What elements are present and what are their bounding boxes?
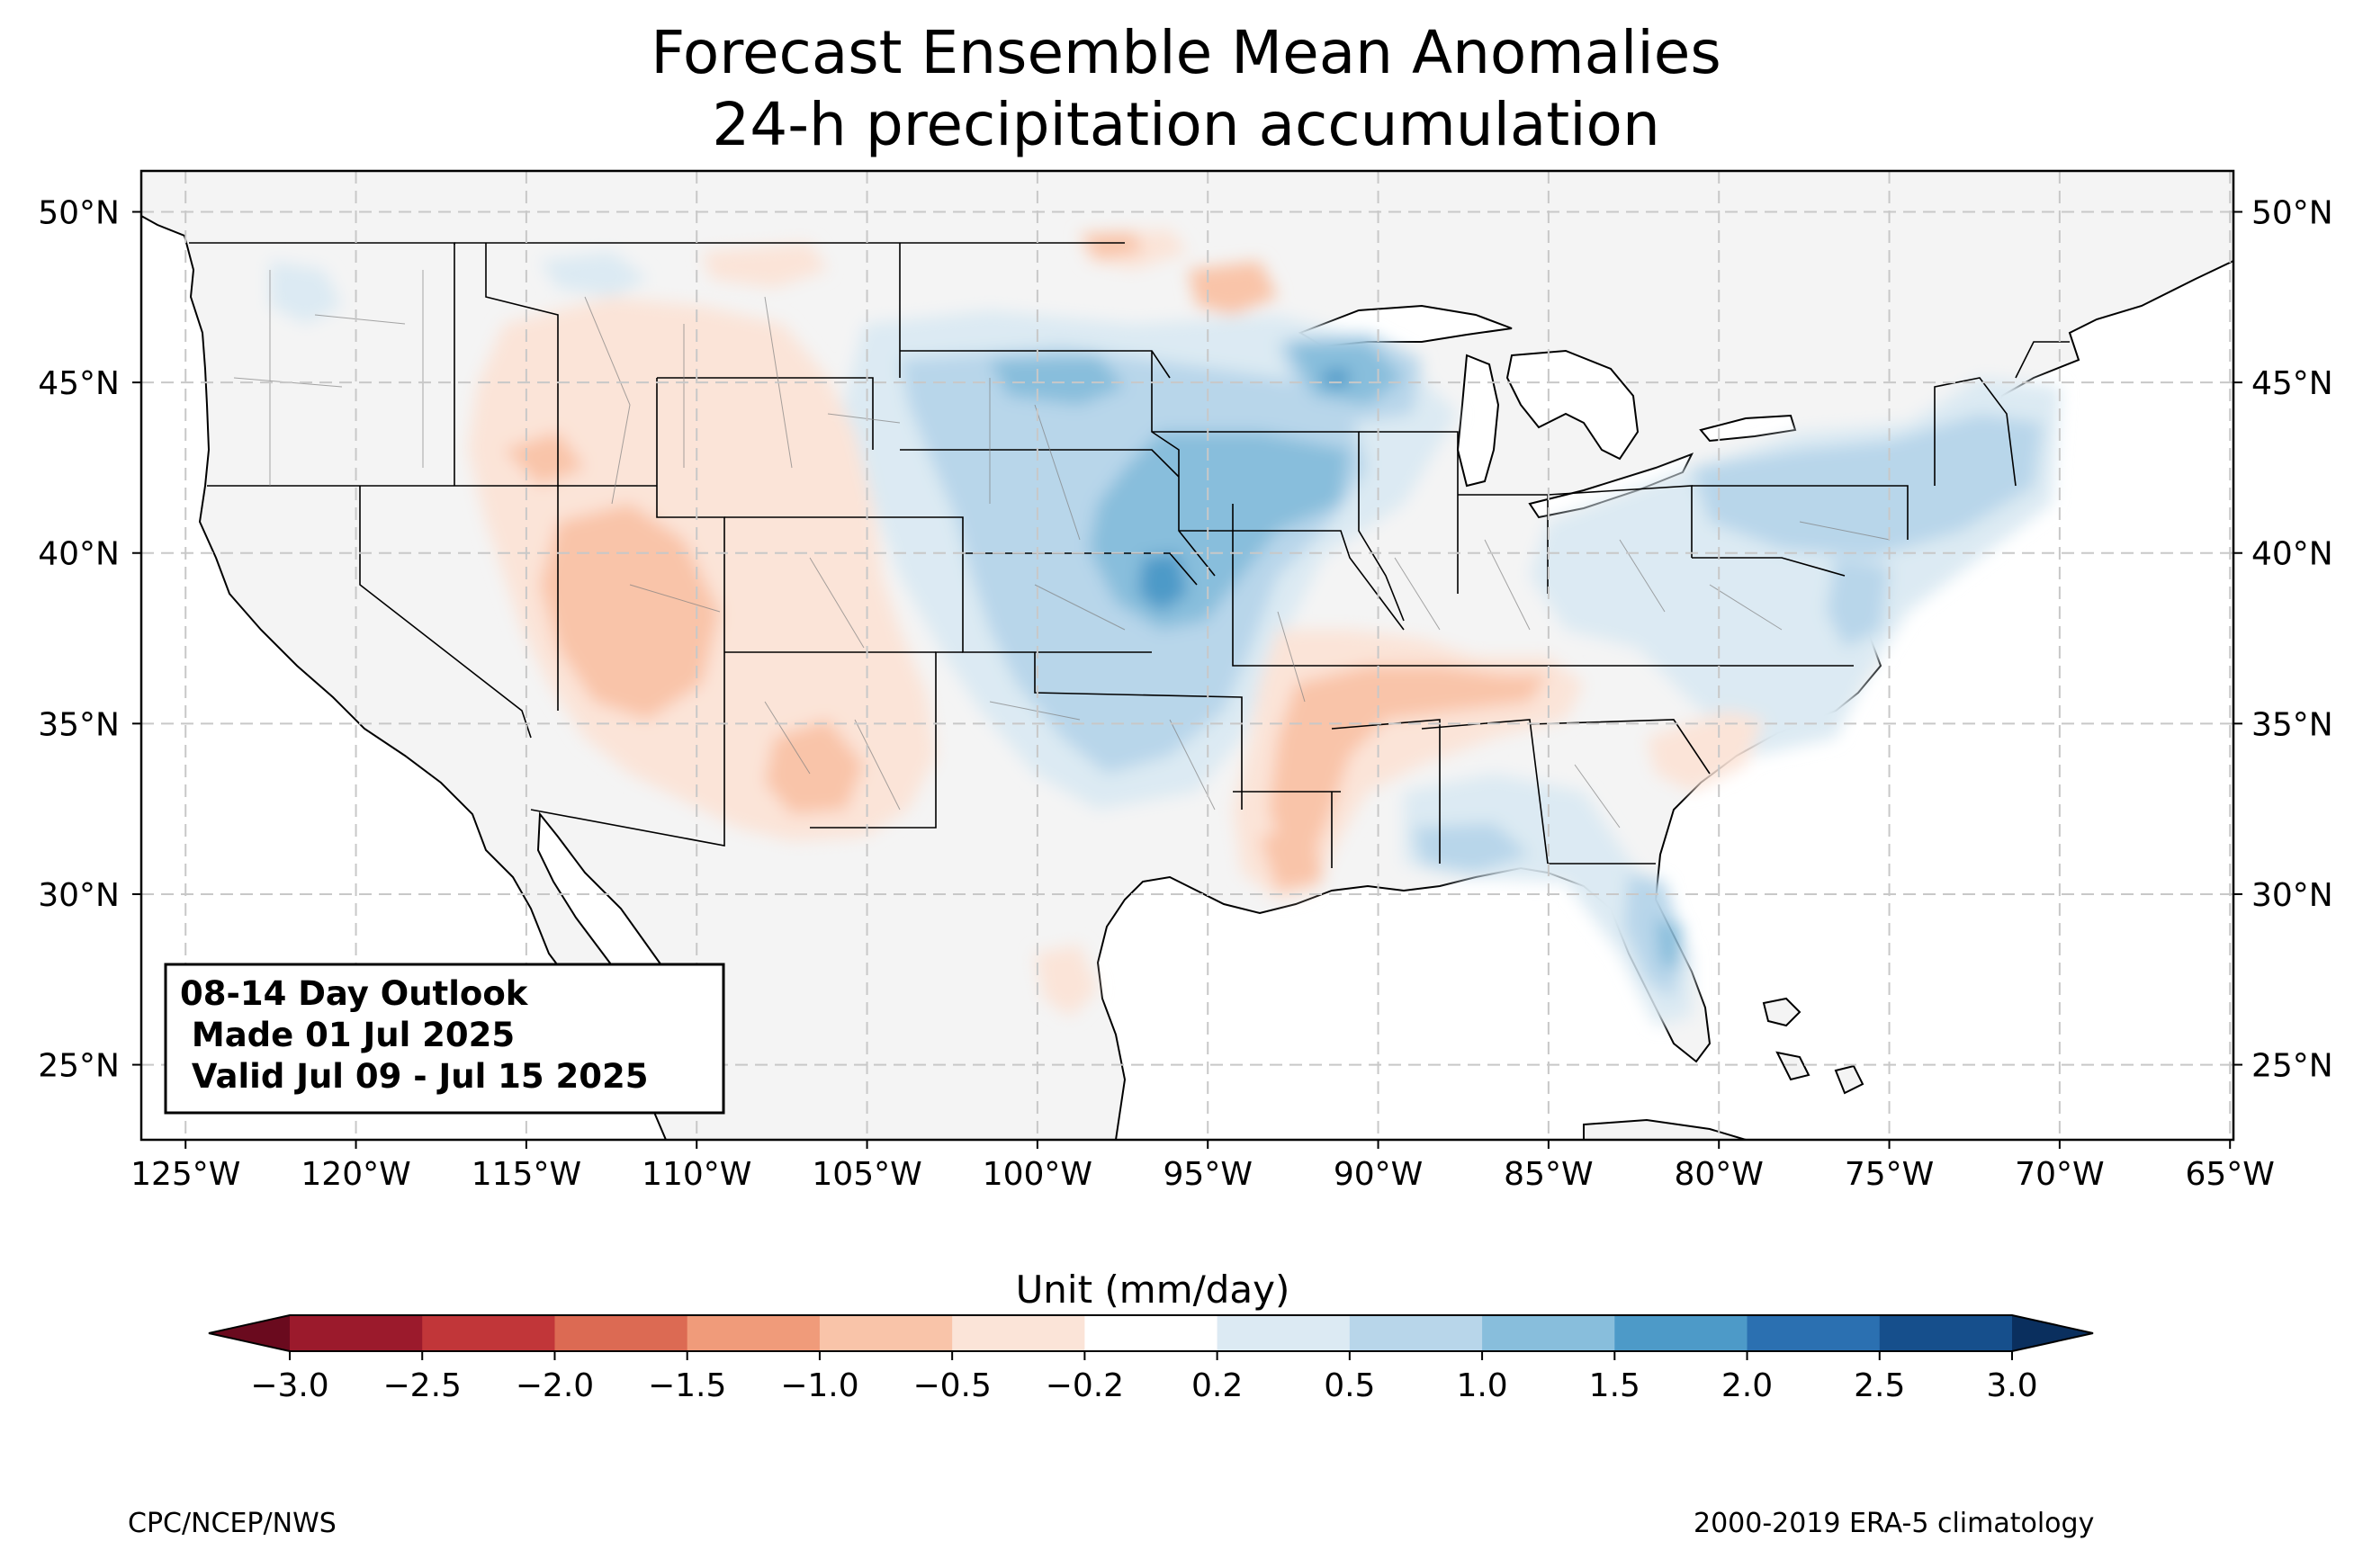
outlook-valid-range: Valid Jul 09 - Jul 15 2025 — [180, 1057, 649, 1096]
lat-tick-label: 40°N — [2251, 536, 2333, 573]
caribbean-islands — [1583, 997, 1864, 1140]
lon-tick-label: 100°W — [983, 1156, 1092, 1193]
lat-tick-label: 50°N — [38, 195, 120, 232]
lon-tick-label: 70°W — [2015, 1156, 2104, 1193]
colorbar-swatch — [290, 1315, 423, 1351]
climate-division-lines — [233, 270, 1891, 829]
colorbar-swatch — [1217, 1315, 1351, 1351]
lon-tick-label: 65°W — [2186, 1156, 2275, 1193]
lon-tick-label: 125°W — [130, 1156, 240, 1193]
colorbar-swatch — [952, 1315, 1085, 1351]
lat-axis-right: 50°N 45°N 40°N 35°N 30°N 25°N — [2233, 195, 2333, 1085]
lat-tick-label: 50°N — [2251, 195, 2333, 232]
lon-tick-label: 85°W — [1504, 1156, 1593, 1193]
colorbar-tick-label: −1.0 — [780, 1367, 858, 1404]
lon-tick-label: 80°W — [1675, 1156, 1764, 1193]
lon-tick-label: 110°W — [642, 1156, 751, 1193]
colorbar-tick-label: −1.5 — [648, 1367, 726, 1404]
colorbar-swatch — [1349, 1315, 1483, 1351]
colorbar-swatch — [1084, 1315, 1218, 1351]
colorbar-swatch — [1482, 1315, 1615, 1351]
lat-tick-label: 30°N — [2251, 877, 2333, 914]
state-borders — [189, 242, 2070, 868]
colorbar-tick-label: −3.0 — [250, 1367, 328, 1404]
colorbar-extend-high — [2012, 1315, 2093, 1351]
lat-tick-label: 40°N — [38, 536, 120, 573]
colorbar-label: Unit (mm/day) — [1016, 1268, 1290, 1312]
lon-tick-label: 90°W — [1334, 1156, 1423, 1193]
map-subtitle: 24-h precipitation accumulation — [712, 90, 1660, 159]
anomaly-fill — [270, 229, 2061, 1026]
lat-tick-label: 30°N — [38, 877, 120, 914]
map-title: Forecast Ensemble Mean Anomalies — [651, 18, 1721, 87]
colorbar — [208, 1314, 2094, 1352]
lat-tick-label: 25°N — [2251, 1048, 2333, 1085]
lon-tick-label: 75°W — [1845, 1156, 1934, 1193]
outlook-box: 08-14 Day Outlook Made 01 Jul 2025 Valid… — [164, 963, 725, 1115]
colorbar-swatch — [1747, 1315, 1881, 1351]
outlook-made-date: Made 01 Jul 2025 — [180, 1016, 515, 1054]
lon-axis: 125°W 120°W 115°W 110°W 105°W 100°W 95°W 90°W 85… — [130, 1140, 2275, 1193]
colorbar-tick-label: 1.0 — [1456, 1367, 1507, 1404]
colorbar-swatch — [1614, 1315, 1748, 1351]
footer-source: CPC/NCEP/NWS — [128, 1508, 337, 1539]
map-frame — [139, 169, 2235, 1142]
colorbar-tick-label: 0.2 — [1191, 1367, 1243, 1404]
colorbar-swatch — [687, 1315, 821, 1351]
lat-tick-label: 45°N — [2251, 365, 2333, 402]
colorbar-tick-label: 0.5 — [1324, 1367, 1375, 1404]
colorbar-ticks: −3.0 −2.5 −2.0 −1.5 −1.0 −0.5 −0.2 0.2 0.5 1.0 1.5… — [250, 1351, 2038, 1404]
colorbar-swatch — [1879, 1315, 2013, 1351]
colorbar-tick-label: −0.2 — [1046, 1367, 1124, 1404]
lat-tick-label: 35°N — [2251, 706, 2333, 743]
lon-tick-label: 115°W — [472, 1156, 581, 1193]
lon-tick-label: 120°W — [301, 1156, 410, 1193]
colorbar-tick-label: −0.5 — [912, 1367, 991, 1404]
outlook-title: 08-14 Day Outlook — [180, 974, 529, 1013]
lon-tick-label: 105°W — [812, 1156, 921, 1193]
lat-tick-label: 45°N — [38, 365, 120, 402]
lon-tick-label: 95°W — [1164, 1156, 1253, 1193]
colorbar-tick-label: 2.0 — [1721, 1367, 1773, 1404]
footer-climatology: 2000-2019 ERA-5 climatology — [1694, 1508, 2095, 1539]
colorbar-tick-label: −2.5 — [383, 1367, 462, 1404]
great-lakes — [1298, 304, 1797, 519]
map-panel — [141, 171, 2233, 1140]
lat-axis-left: 50°N 45°N 40°N 35°N 30°N 25°N — [38, 195, 141, 1085]
colorbar-tick-label: −2.0 — [516, 1367, 594, 1404]
lat-tick-label: 35°N — [38, 706, 120, 743]
colorbar-tick-label: 2.5 — [1854, 1367, 1905, 1404]
colorbar-swatch — [422, 1315, 555, 1351]
colorbar-tick-label: 1.5 — [1589, 1367, 1640, 1404]
colorbar-tick-label: 3.0 — [1986, 1367, 2037, 1404]
colorbar-swatch — [554, 1315, 688, 1351]
colorbar-swatch — [819, 1315, 953, 1351]
colorbar-extend-low — [209, 1315, 290, 1351]
lat-tick-label: 25°N — [38, 1048, 120, 1085]
